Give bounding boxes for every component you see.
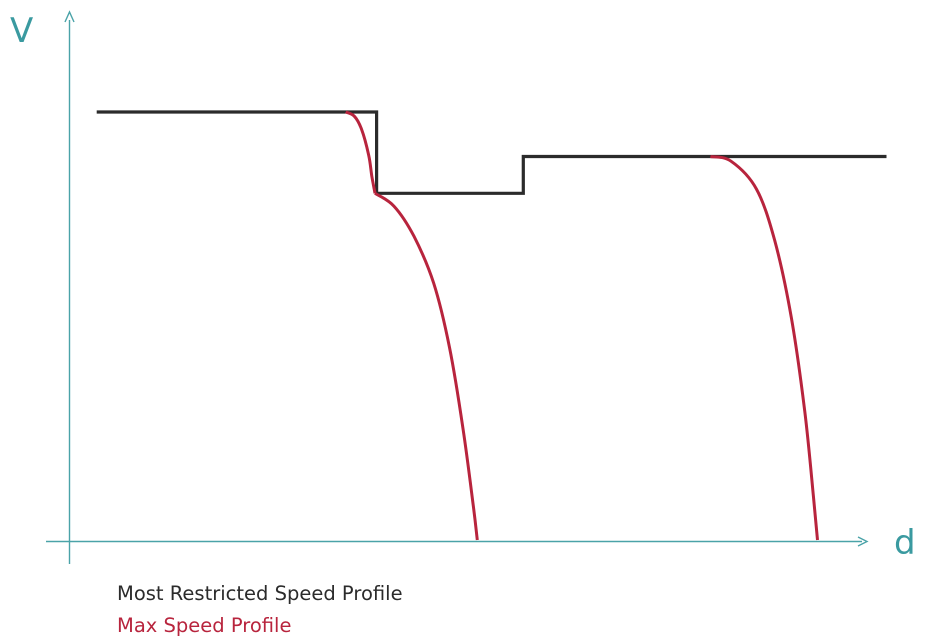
plot-area — [96, 110, 887, 541]
y-axis-arrow — [64, 10, 75, 23]
series-most-restricted-line — [96, 110, 887, 195]
legend-entry-max-speed: Max Speed Profile — [117, 614, 292, 637]
x-axis-label: d — [894, 523, 916, 563]
x-axis-arrow — [857, 536, 869, 547]
series-max-speed-curve-2 — [374, 192, 479, 541]
y-axis-label: V — [10, 11, 34, 51]
series-max-speed-curve-3 — [710, 155, 819, 541]
legend-entry-most-restricted: Most Restricted Speed Profile — [117, 582, 403, 605]
series-max-speed-curve-1 — [345, 110, 377, 194]
axes — [46, 10, 869, 564]
